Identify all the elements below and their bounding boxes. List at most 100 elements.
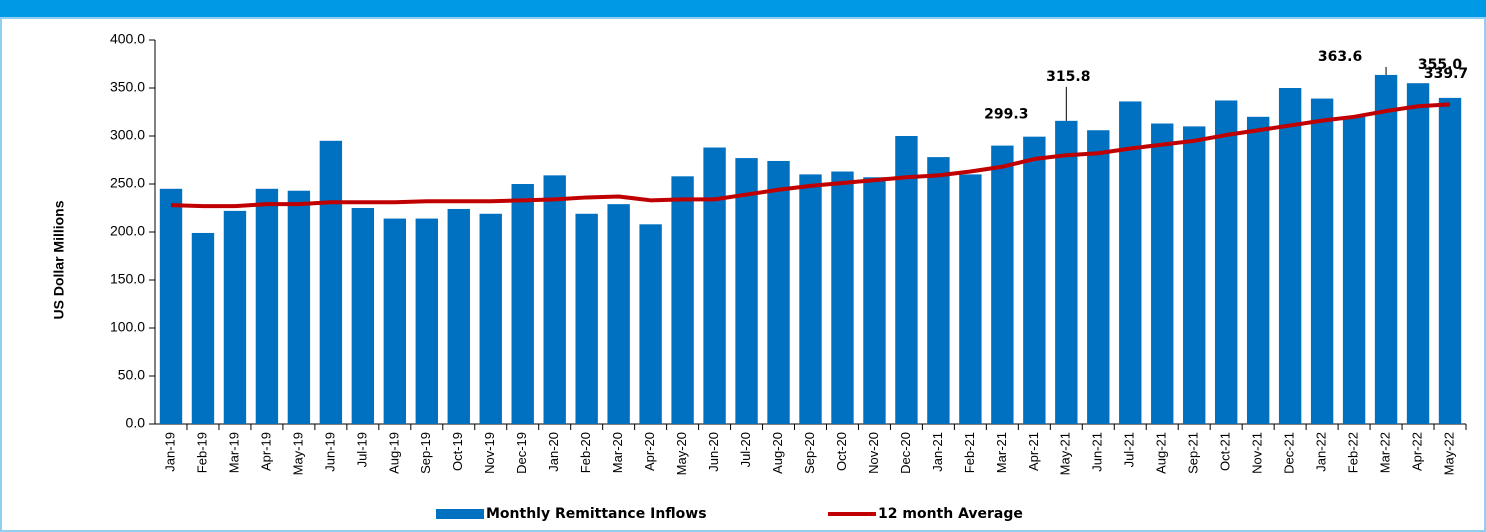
x-tick-label: Jul-20 <box>738 432 753 467</box>
value-label: 339.7 <box>1424 66 1468 82</box>
bar <box>863 177 886 424</box>
bar <box>543 175 566 424</box>
x-tick-label: May-19 <box>290 432 305 475</box>
bar <box>447 208 470 424</box>
bar <box>1342 116 1366 425</box>
y-tick-label: 0.0 <box>126 415 146 431</box>
x-tick-label: Sep-20 <box>802 432 817 474</box>
x-tick-label: Nov-19 <box>482 432 497 474</box>
x-tick-label: Feb-19 <box>194 432 209 473</box>
x-tick-label: Feb-22 <box>1346 432 1361 473</box>
legend-swatch <box>436 509 484 519</box>
bar <box>1151 123 1174 425</box>
frame <box>0 17 1486 532</box>
bar <box>191 232 215 424</box>
x-tick-label: Oct-21 <box>1218 432 1233 471</box>
bar <box>895 136 918 424</box>
x-tick-label: May-22 <box>1441 432 1456 475</box>
bar <box>927 157 950 424</box>
x-tick-label: Oct-19 <box>450 432 465 471</box>
bar <box>575 213 598 424</box>
bar <box>223 210 247 424</box>
x-tick-label: Dec-20 <box>898 432 913 474</box>
bar <box>1278 88 1302 424</box>
bar <box>767 160 790 424</box>
bar <box>607 204 630 424</box>
bar <box>703 147 726 424</box>
x-tick-label: Sep-19 <box>418 432 433 474</box>
x-tick-label: Feb-20 <box>578 432 593 473</box>
bar <box>639 224 662 424</box>
x-tick-label: Feb-21 <box>962 432 977 473</box>
bar <box>319 140 343 425</box>
x-tick-label: May-21 <box>1058 432 1073 475</box>
x-tick-label: Sep-21 <box>1186 432 1201 474</box>
x-tick-label: Jul-19 <box>354 432 369 467</box>
bar <box>1374 74 1398 424</box>
y-tick-label: 150.0 <box>110 271 145 287</box>
bar <box>255 188 279 424</box>
bar <box>1406 83 1430 424</box>
x-tick-label: Mar-20 <box>610 432 625 473</box>
legend-label: Monthly Remittance Inflows <box>486 506 707 522</box>
bar <box>1023 136 1046 424</box>
y-tick-label: 300.0 <box>110 127 145 143</box>
x-tick-label: Aug-19 <box>386 432 401 474</box>
x-tick-label: Jun-21 <box>1090 432 1105 472</box>
bar <box>1183 126 1206 425</box>
bar <box>287 190 311 424</box>
x-tick-label: May-20 <box>674 432 689 475</box>
x-tick-label: Oct-20 <box>834 432 849 471</box>
bar <box>479 213 502 424</box>
bar <box>1055 120 1078 424</box>
y-axis-title: US Dollar Millions <box>51 200 67 319</box>
x-tick-label: Aug-20 <box>770 432 785 474</box>
bar <box>671 176 694 424</box>
x-tick-label: Jun-19 <box>322 432 337 472</box>
bar <box>735 158 758 424</box>
y-tick-label: 400.0 <box>110 31 145 47</box>
bar <box>1214 100 1238 424</box>
y-tick-label: 50.0 <box>118 367 145 383</box>
bar <box>1119 101 1142 424</box>
x-tick-label: Apr-19 <box>258 432 273 471</box>
bar <box>799 174 822 424</box>
bar <box>1310 98 1334 424</box>
x-tick-label: Nov-21 <box>1250 432 1265 474</box>
top-band <box>0 0 1486 18</box>
bar <box>959 174 982 424</box>
x-tick-label: Dec-21 <box>1282 432 1297 474</box>
x-tick-label: Jul-21 <box>1122 432 1137 467</box>
x-tick-label: Jan-21 <box>930 432 945 472</box>
x-tick-label: Jan-22 <box>1314 432 1329 472</box>
bar <box>831 171 854 424</box>
x-tick-label: Jan-20 <box>546 432 561 472</box>
x-tick-label: Apr-20 <box>642 432 657 471</box>
x-tick-label: Aug-21 <box>1154 432 1169 474</box>
bar <box>1087 130 1110 425</box>
line <box>170 102 1451 209</box>
x-tick-label: Mar-19 <box>226 432 241 473</box>
x-tick-label: Mar-21 <box>994 432 1009 473</box>
x-tick-label: Apr-21 <box>1026 432 1041 471</box>
value-label: 299.3 <box>984 107 1028 123</box>
value-label: 355.0 <box>1418 57 1463 73</box>
legend-label: 12 month Average <box>878 506 1023 522</box>
bar <box>1438 97 1462 424</box>
value-label: 315.8 <box>1046 69 1090 85</box>
bar <box>991 145 1014 424</box>
y-tick-label: 350.0 <box>110 79 145 95</box>
x-tick-label: Jan-19 <box>162 432 177 472</box>
bar <box>159 188 183 424</box>
x-tick-label: Apr-22 <box>1409 432 1424 471</box>
x-tick-label: Jun-20 <box>706 432 721 472</box>
y-tick-label: 100.0 <box>110 319 145 335</box>
bar <box>351 208 375 424</box>
bar <box>511 184 534 424</box>
y-tick-label: 250.0 <box>110 175 145 191</box>
value-label: 363.6 <box>1318 49 1362 65</box>
x-tick-label: Nov-20 <box>866 432 881 474</box>
bar <box>415 218 438 424</box>
x-tick-label: Mar-22 <box>1377 432 1392 473</box>
